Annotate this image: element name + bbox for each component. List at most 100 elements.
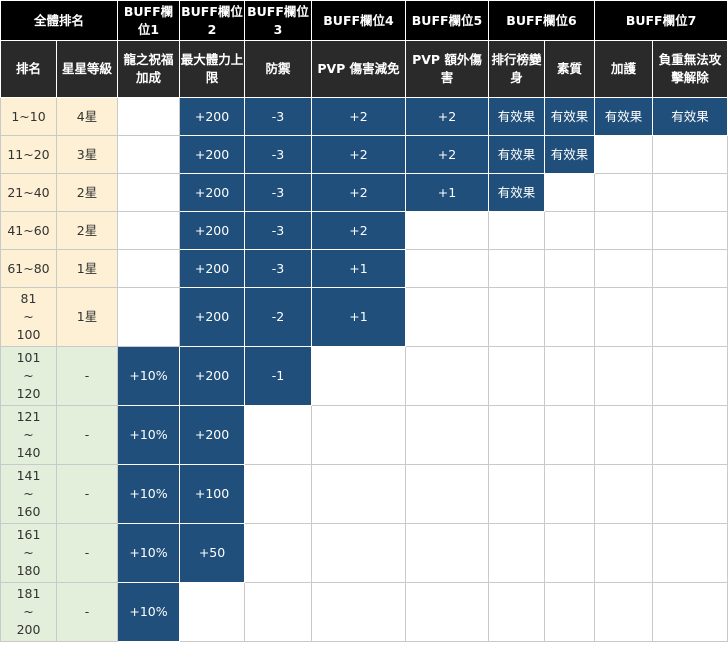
- cell-rank: 81 ~ 100: [0, 287, 57, 347]
- cell-rank: 161 ~ 180: [0, 523, 57, 583]
- cell-defense: -2: [244, 287, 313, 347]
- subheader-pvp-extra: PVP 額外傷害: [405, 40, 490, 98]
- cell-star: 4星: [55, 97, 119, 136]
- cell-protection: [594, 582, 654, 642]
- cell-defense: -3: [244, 249, 313, 288]
- cell-stats: [544, 346, 596, 406]
- subheader-pvp-reduction: PVP 傷害減免: [311, 40, 407, 98]
- cell-rank: 41~60: [0, 211, 57, 250]
- cell-max-hp: +200: [179, 173, 246, 212]
- cell-defense: -1: [244, 346, 313, 406]
- subheader-ranking-transform: 排行榜變身: [488, 40, 546, 98]
- cell-max-hp: +50: [179, 523, 246, 583]
- header-slot-1: BUFF欄位1: [117, 0, 181, 41]
- cell-pvp-reduction: [311, 582, 407, 642]
- header-slot-6: BUFF欄位6: [488, 0, 596, 41]
- cell-weight-unlock: [652, 523, 728, 583]
- cell-star: 2星: [55, 173, 119, 212]
- cell-pvp-extra: [405, 405, 490, 465]
- cell-pvp-reduction: +1: [311, 249, 407, 288]
- cell-pvp-extra: [405, 346, 490, 406]
- cell-pvp-extra: +2: [405, 135, 490, 174]
- cell-defense: -3: [244, 97, 313, 136]
- cell-defense: [244, 405, 313, 465]
- cell-stats: [544, 249, 596, 288]
- header-rank-group: 全體排名: [0, 0, 119, 41]
- cell-rank: 61~80: [0, 249, 57, 288]
- cell-max-hp: +200: [179, 135, 246, 174]
- cell-pvp-extra: [405, 211, 490, 250]
- cell-stats: 有效果: [544, 97, 596, 136]
- cell-weight-unlock: [652, 464, 728, 524]
- cell-dragon-blessing: [117, 97, 181, 136]
- cell-weight-unlock: [652, 211, 728, 250]
- cell-pvp-reduction: [311, 523, 407, 583]
- cell-weight-unlock: [652, 249, 728, 288]
- cell-weight-unlock: [652, 135, 728, 174]
- cell-protection: [594, 523, 654, 583]
- cell-defense: [244, 523, 313, 583]
- cell-pvp-extra: [405, 523, 490, 583]
- table-row: 181 ~ 200- +10%: [0, 582, 728, 642]
- cell-pvp-extra: +2: [405, 97, 490, 136]
- cell-protection: [594, 211, 654, 250]
- header-slot-4: BUFF欄位4: [311, 0, 407, 41]
- cell-rank: 181 ~ 200: [0, 582, 57, 642]
- cell-rank: 21~40: [0, 173, 57, 212]
- cell-stats: [544, 464, 596, 524]
- cell-stats: [544, 523, 596, 583]
- cell-pvp-reduction: +2: [311, 97, 407, 136]
- header-slot-5: BUFF欄位5: [405, 0, 490, 41]
- cell-dragon-blessing: [117, 135, 181, 174]
- cell-weight-unlock: [652, 287, 728, 347]
- cell-dragon-blessing: +10%: [117, 523, 181, 583]
- cell-stats: [544, 211, 596, 250]
- subheader-rank: 排名: [0, 40, 57, 98]
- cell-star: 3星: [55, 135, 119, 174]
- cell-defense: -3: [244, 135, 313, 174]
- table-row: 161 ~ 180- +10% +50: [0, 523, 728, 583]
- cell-rank: 121 ~ 140: [0, 405, 57, 465]
- cell-dragon-blessing: [117, 287, 181, 347]
- cell-max-hp: [179, 582, 246, 642]
- cell-protection: [594, 287, 654, 347]
- cell-star: -: [55, 346, 119, 406]
- cell-pvp-extra: [405, 582, 490, 642]
- table-row: 21~40 2星 +200 -3 +2 +1 有效果: [0, 173, 728, 212]
- header-slot-2: BUFF欄位2: [179, 0, 246, 41]
- cell-ranking-transform: [488, 287, 546, 347]
- cell-protection: [594, 405, 654, 465]
- cell-star: -: [55, 405, 119, 465]
- cell-protection: [594, 173, 654, 212]
- cell-pvp-reduction: +2: [311, 173, 407, 212]
- cell-pvp-reduction: +2: [311, 135, 407, 174]
- cell-pvp-reduction: [311, 405, 407, 465]
- cell-max-hp: +200: [179, 97, 246, 136]
- subheader-stats: 素質: [544, 40, 596, 98]
- header-row: 全體排名 BUFF欄位1 BUFF欄位2 BUFF欄位3 BUFF欄位4 BUF…: [0, 0, 728, 41]
- cell-star: -: [55, 523, 119, 583]
- cell-ranking-transform: [488, 211, 546, 250]
- cell-dragon-blessing: +10%: [117, 582, 181, 642]
- cell-defense: -3: [244, 211, 313, 250]
- cell-rank: 141 ~ 160: [0, 464, 57, 524]
- cell-ranking-transform: 有效果: [488, 97, 546, 136]
- cell-max-hp: +200: [179, 249, 246, 288]
- table-body: 1~10 4星 +200 -3 +2 +2 有效果 有效果 有效果 有效果 11~20 3星 +200-…: [0, 97, 728, 642]
- cell-ranking-transform: [488, 249, 546, 288]
- cell-max-hp: +200: [179, 405, 246, 465]
- header-slot-7: BUFF欄位7: [594, 0, 728, 41]
- table-row: 101 ~ 120- +10% +200 -1: [0, 346, 728, 406]
- cell-ranking-transform: 有效果: [488, 135, 546, 174]
- cell-star: -: [55, 582, 119, 642]
- cell-pvp-extra: [405, 287, 490, 347]
- cell-pvp-reduction: +1: [311, 287, 407, 347]
- cell-dragon-blessing: +10%: [117, 405, 181, 465]
- cell-protection: [594, 249, 654, 288]
- cell-stats: [544, 582, 596, 642]
- cell-dragon-blessing: [117, 173, 181, 212]
- cell-rank: 101 ~ 120: [0, 346, 57, 406]
- cell-ranking-transform: [488, 523, 546, 583]
- subheader-row: 排名 星星等級 龍之祝福加成 最大體力上限 防禦 PVP 傷害減免 PVP 額外…: [0, 40, 728, 98]
- cell-protection: [594, 135, 654, 174]
